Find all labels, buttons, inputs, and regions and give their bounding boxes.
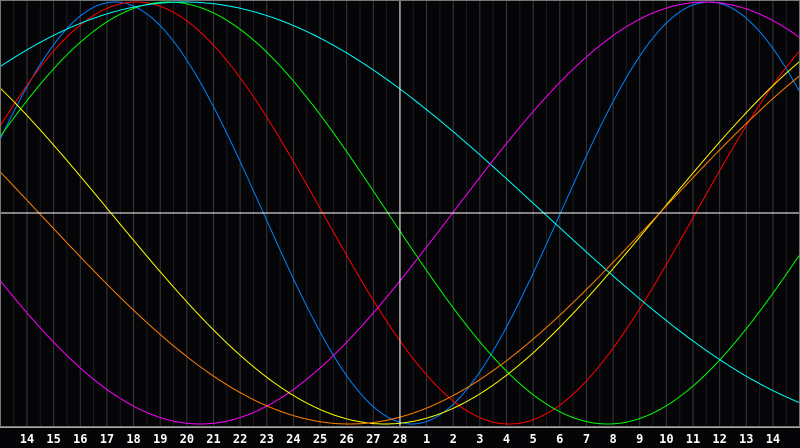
x-tick-label: 13	[739, 432, 753, 446]
x-tick-label: 17	[100, 432, 114, 446]
x-tick-label: 5	[530, 432, 537, 446]
x-tick-label: 20	[180, 432, 194, 446]
x-tick-label: 14	[20, 432, 34, 446]
x-tick-label: 2	[450, 432, 457, 446]
x-tick-label: 9	[636, 432, 643, 446]
x-tick-label: 16	[73, 432, 87, 446]
x-tick-label: 6	[556, 432, 563, 446]
x-tick-label: 26	[339, 432, 353, 446]
x-tick-label: 25	[313, 432, 327, 446]
x-tick-label: 15	[46, 432, 60, 446]
x-tick-label: 28	[393, 432, 407, 446]
x-tick-label: 27	[366, 432, 380, 446]
x-tick-label: 3	[476, 432, 483, 446]
x-tick-label: 24	[286, 432, 300, 446]
x-tick-label: 12	[712, 432, 726, 446]
tick-labels: 14 15 16 17 18 19 20 21 22 23 24 25 26 27 28 1 2 3 4 5 6 7 8 9 1…	[20, 432, 780, 446]
x-tick-label: 8	[609, 432, 616, 446]
x-tick-label: 4	[503, 432, 510, 446]
x-tick-label: 21	[206, 432, 220, 446]
x-tick-label: 7	[583, 432, 590, 446]
x-tick-label: 18	[126, 432, 140, 446]
x-tick-label: 22	[233, 432, 247, 446]
x-tick-label: 1	[423, 432, 430, 446]
x-tick-label: 10	[659, 432, 673, 446]
x-tick-label: 23	[260, 432, 274, 446]
x-tick-label: 11	[686, 432, 700, 446]
x-tick-label: 14	[766, 432, 780, 446]
x-tick-label: 19	[153, 432, 167, 446]
